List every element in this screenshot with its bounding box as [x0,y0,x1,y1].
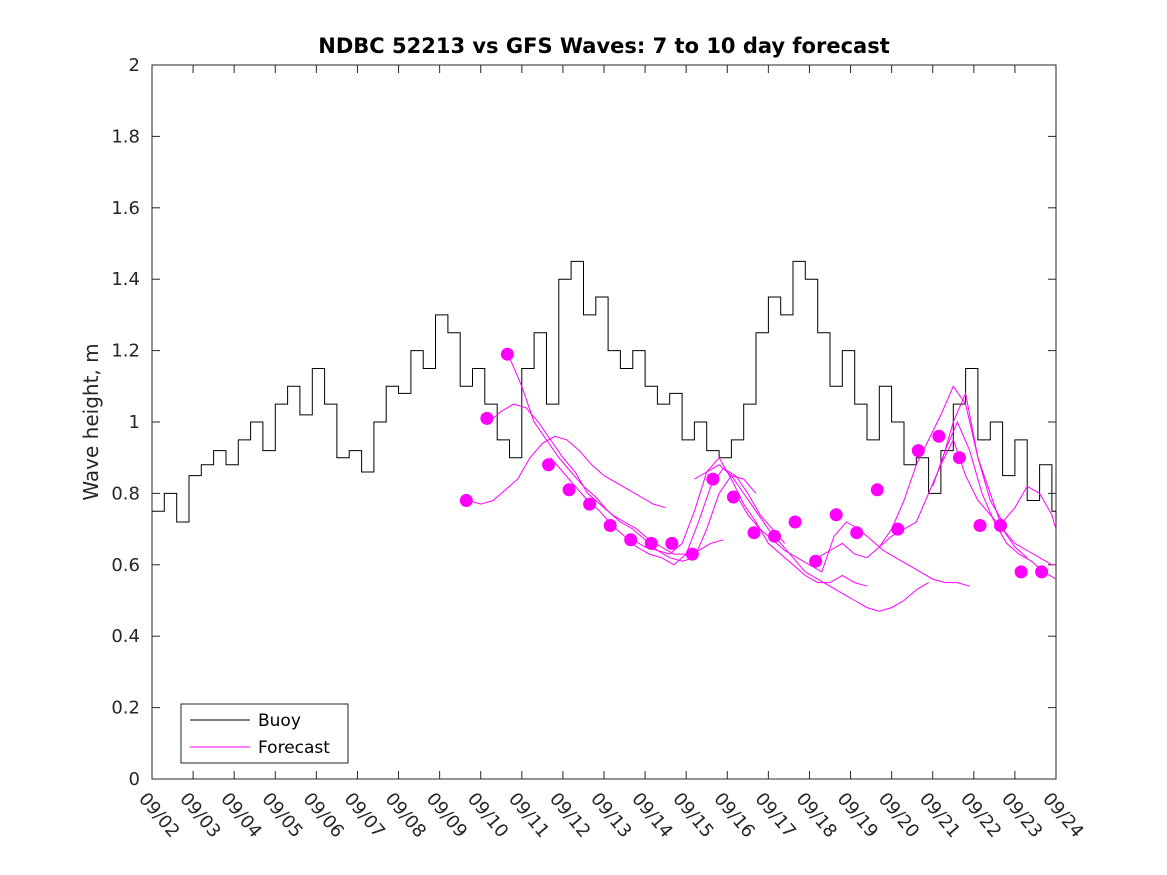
legend: Buoy Forecast [180,703,349,764]
y-tick-label: 0.2 [111,698,140,719]
forecast-marker [644,536,658,550]
legend-box [180,703,349,764]
forecast-marker [726,490,740,504]
y-tick-label: 2 [129,55,140,76]
y-tick-label: 1.2 [111,341,140,362]
forecast-marker [459,494,473,507]
forecast-series [468,435,666,509]
forecast-marker [1035,565,1049,579]
forecast-marker [480,411,494,425]
forecast-marker [891,522,905,536]
forecast-marker [809,554,823,568]
chart-title: NDBC 52213 vs GFS Waves: 7 to 10 day for… [318,34,889,58]
legend-forecast-label: Forecast [258,738,330,758]
y-tick-label: 1.4 [111,269,140,290]
forecast-marker [542,458,555,472]
forecast-marker [850,526,864,540]
forecast-marker [624,533,638,547]
forecast-marker [583,497,597,511]
buoy-series [152,260,1057,523]
forecast-marker [665,536,679,550]
y-tick-label: 0.8 [111,483,140,504]
forecast-marker [932,429,946,443]
y-tick-label: 0.6 [111,555,140,576]
forecast-marker [870,483,884,497]
forecast-marker [685,547,699,561]
forecast-marker [829,508,843,522]
forecast-series [632,456,868,587]
legend-buoy-label: Buoy [258,711,301,731]
y-axis: 0 0.2 0.4 0.6 0.8 1 1.2 1.4 1.6 1.8 2 [111,55,1056,790]
forecast-marker [500,347,514,361]
forecast-series [932,420,1057,580]
y-tick-label: 0.4 [111,626,140,647]
forecast-series [509,357,757,562]
forecast-marker [911,444,925,458]
forecast-marker [747,526,761,540]
forecast-marker [994,519,1007,532]
y-tick-label: 1 [129,412,140,433]
forecast-series [878,438,1056,566]
y-tick-label: 1.6 [111,198,140,219]
forecast-marker [952,451,966,465]
y-tick-label: 1.8 [111,126,140,147]
forecast-marker [768,529,781,543]
forecast-marker [562,483,576,497]
forecast-marker [603,519,617,532]
forecast-marker [973,519,987,532]
forecast-marker [1014,565,1028,579]
forecast-marker [788,515,802,529]
series-layer [152,260,1057,612]
y-tick-label: 0 [129,769,140,790]
forecast-marker [706,472,720,486]
y-axis-label: Wave height, m [79,343,103,500]
forecast-series [694,464,929,612]
axes-box [151,64,1057,780]
